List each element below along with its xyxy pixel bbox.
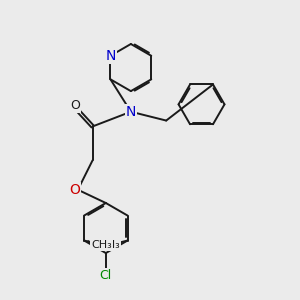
Text: N: N [105, 49, 116, 63]
Text: CH₃: CH₃ [100, 240, 120, 250]
Text: O: O [70, 99, 80, 112]
Text: O: O [69, 183, 80, 197]
Text: Cl: Cl [100, 269, 112, 282]
Text: N: N [126, 105, 136, 119]
Text: CH₃: CH₃ [91, 240, 112, 250]
